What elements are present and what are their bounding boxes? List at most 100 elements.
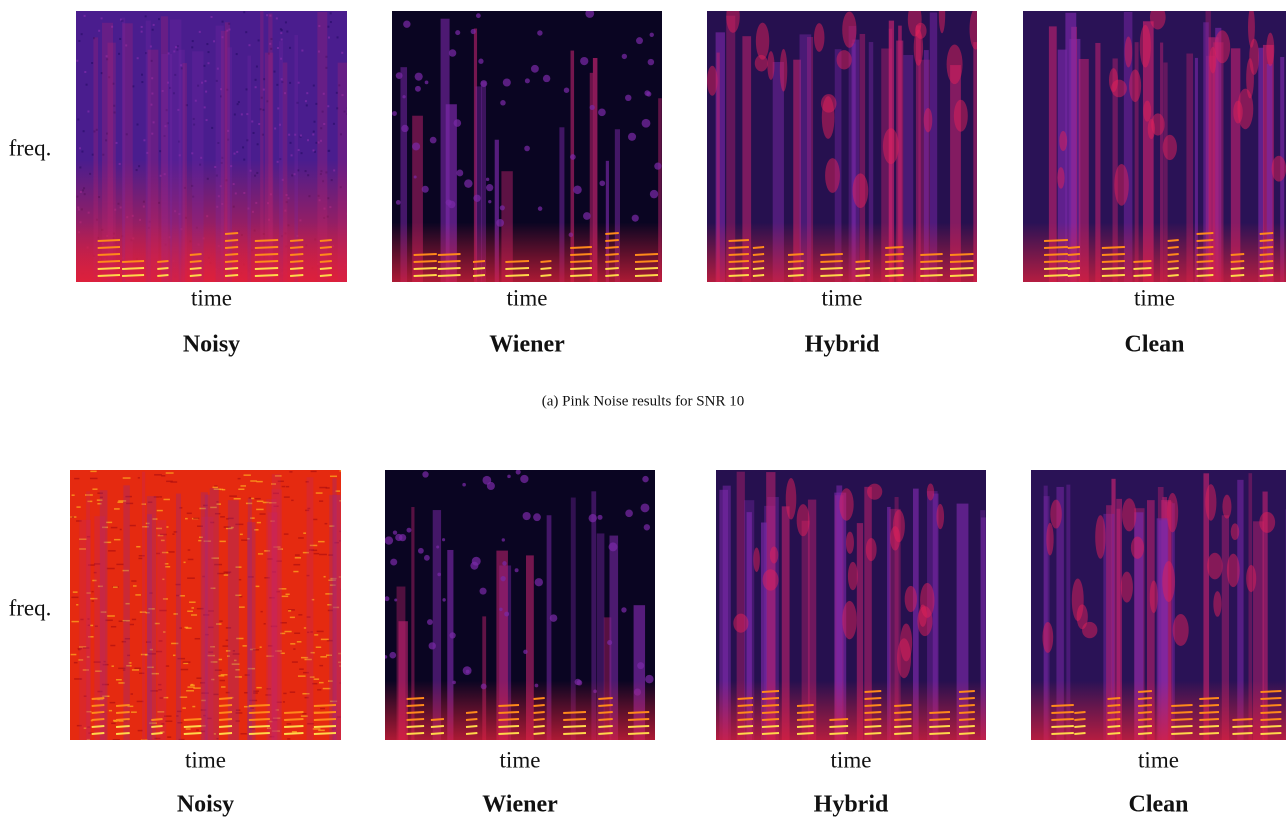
blob <box>637 662 644 669</box>
harmonic <box>1133 261 1151 262</box>
harmonic <box>1138 719 1152 720</box>
formant <box>970 9 982 50</box>
harmonic <box>865 733 882 734</box>
harmonic <box>534 705 545 706</box>
harmonic <box>1197 275 1214 276</box>
blob <box>427 619 433 625</box>
spectrogram-body <box>1031 470 1286 740</box>
formant <box>1125 37 1133 68</box>
harmonic <box>598 733 612 734</box>
blob <box>478 59 483 64</box>
harmonic <box>1068 261 1080 262</box>
harmonic <box>1260 261 1273 262</box>
formant <box>924 108 933 132</box>
noise-speck <box>116 142 118 144</box>
noise-speck <box>289 47 291 49</box>
noise-speck <box>110 645 115 647</box>
blob <box>446 199 452 205</box>
harmonic <box>438 268 461 269</box>
noise-speck <box>204 106 206 108</box>
harmonic <box>1138 705 1152 706</box>
noise-speck <box>314 553 319 555</box>
noise-speck <box>131 711 137 713</box>
noise-speck <box>300 135 302 137</box>
noise-speck <box>187 610 193 612</box>
noise-speck <box>318 541 325 543</box>
formant <box>1207 553 1223 580</box>
noise-speck <box>246 88 248 90</box>
harmonic <box>563 733 586 734</box>
noise-speck <box>283 693 286 695</box>
noise-speck <box>131 693 133 695</box>
harmonic <box>1044 254 1068 255</box>
blob <box>523 650 527 654</box>
harmonic <box>255 261 278 262</box>
harmonic <box>1260 268 1273 269</box>
noise-speck <box>313 131 315 133</box>
low-band <box>392 222 662 282</box>
x-axis-label: time <box>185 747 226 772</box>
harmonic <box>1102 261 1125 262</box>
noise-speck <box>313 149 315 151</box>
streak <box>176 494 181 740</box>
harmonic <box>1199 726 1219 727</box>
harmonic <box>605 268 618 269</box>
harmonic <box>1171 726 1192 727</box>
harmonic <box>894 705 911 706</box>
noise-speck <box>317 631 324 633</box>
noise-speck <box>298 614 302 616</box>
harmonic <box>414 275 437 276</box>
harmonic <box>628 712 649 713</box>
blob <box>480 80 487 87</box>
harmonic <box>1102 268 1125 269</box>
harmonic <box>729 268 749 269</box>
harmonic <box>116 733 130 734</box>
noise-speck <box>341 52 343 54</box>
harmonic <box>1197 261 1214 262</box>
harmonic <box>788 254 804 255</box>
blob <box>609 542 618 551</box>
noise-speck <box>287 738 290 740</box>
noise-speck <box>330 476 337 478</box>
noise-speck <box>109 710 112 712</box>
harmonic <box>920 268 942 269</box>
noise-speck <box>306 92 308 94</box>
noise-speck <box>98 30 100 32</box>
formant <box>947 45 963 85</box>
harmonic <box>98 240 120 241</box>
harmonic <box>1261 726 1282 727</box>
formant <box>1057 167 1064 189</box>
formant <box>1059 131 1067 151</box>
blob <box>520 475 528 483</box>
noise-speck <box>241 539 247 541</box>
harmonic <box>1102 275 1125 276</box>
noise-speck <box>74 478 79 480</box>
harmonic <box>605 240 618 241</box>
blob <box>622 54 627 59</box>
blob <box>650 190 658 198</box>
harmonic <box>1260 275 1273 276</box>
noise-speck <box>250 480 257 482</box>
noise-speck <box>159 496 162 498</box>
noise-speck <box>183 661 191 663</box>
noise-speck <box>257 143 259 145</box>
noise-speck <box>130 624 134 626</box>
harmonic <box>605 247 618 248</box>
blob <box>437 573 441 577</box>
spectrogram-body <box>1023 5 1286 282</box>
harmonic <box>1199 705 1219 706</box>
harmonic <box>865 698 882 699</box>
spectrogram-body <box>707 0 984 282</box>
harmonic <box>122 261 144 262</box>
harmonic <box>219 712 232 713</box>
harmonic <box>505 268 529 269</box>
noise-speck <box>90 471 96 473</box>
harmonic <box>314 726 336 727</box>
blob <box>504 612 509 617</box>
harmonic <box>1168 275 1179 276</box>
harmonic <box>1199 733 1219 734</box>
noise-speck <box>208 62 210 64</box>
noise-speck <box>264 623 266 625</box>
blob <box>533 513 541 521</box>
blob <box>442 538 445 541</box>
